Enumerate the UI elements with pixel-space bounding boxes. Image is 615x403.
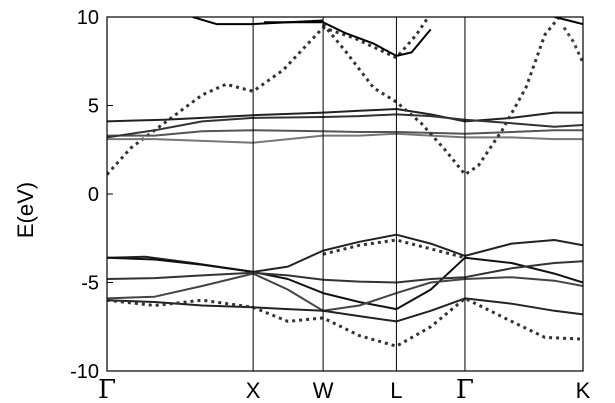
band-11 [107,132,583,144]
band-12 [107,113,583,139]
band-4 [107,272,583,312]
band-7 [322,238,466,260]
y-tick-label-5: -10 [70,361,99,383]
band-15 [321,17,561,176]
band-2 [107,256,583,311]
band-5 [107,297,583,323]
x-tick-label-2: X [246,378,261,403]
x-tick-label-5: Γ [456,375,474,403]
y-axis-label: E(eV) [13,182,38,238]
band-lines [107,17,583,348]
band-14 [192,17,324,26]
band-8 [107,17,431,176]
y-tick-label-3: 0 [88,184,99,206]
band-3 [107,260,583,284]
band-10 [107,129,583,137]
x-tick-label-6: K [576,378,591,403]
band-9 [107,108,583,123]
y-tick-label-1: 10 [77,7,99,29]
y-tick-label-4: -5 [81,273,99,295]
band-16 [554,17,583,26]
band-6 [107,296,583,348]
x-tick-label-3: W [313,378,334,403]
x-tick-label-4: L [390,378,402,403]
x-tick-label-1: Γ [98,375,116,403]
plot-area [107,17,583,348]
y-tick-label-2: 5 [88,96,99,118]
